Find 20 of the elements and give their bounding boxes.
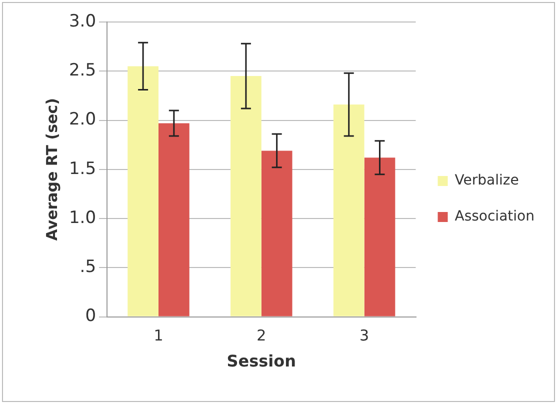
bar [261, 150, 292, 316]
x-tick-label: 1 [154, 326, 164, 345]
y-tick-label: 2.0 [68, 110, 96, 130]
legend-label: Association [454, 208, 534, 225]
bar [128, 66, 158, 316]
y-tick-label: 0 [85, 306, 96, 326]
y-axis-title: Average RT (sec) [42, 98, 61, 241]
bar [333, 104, 364, 316]
y-tick-label: 1.0 [68, 208, 96, 228]
x-tick-label: 2 [256, 326, 266, 345]
y-tick-label: 2.5 [68, 60, 96, 81]
x-tick-label: 3 [360, 326, 370, 345]
bar [230, 76, 262, 316]
legend-label: Verbalize [454, 172, 519, 189]
bar [158, 123, 190, 316]
y-tick-label: 1.5 [68, 158, 96, 179]
y-tick-label: .5 [80, 257, 96, 278]
y-tick-label: 3.0 [68, 11, 96, 32]
bar [364, 158, 396, 316]
x-axis-title: Session [226, 352, 296, 371]
